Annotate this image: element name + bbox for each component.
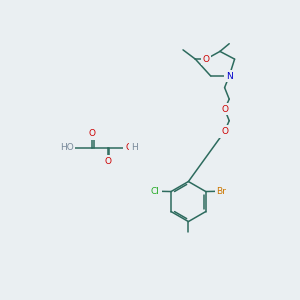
Text: H: H — [131, 143, 137, 152]
Text: Br: Br — [216, 187, 226, 196]
Text: HO: HO — [60, 143, 74, 152]
Text: Cl: Cl — [151, 187, 160, 196]
Text: O: O — [221, 105, 228, 114]
Text: O: O — [89, 129, 96, 138]
Text: O: O — [104, 157, 111, 166]
Text: O: O — [202, 55, 210, 64]
Text: O: O — [125, 143, 132, 152]
Text: N: N — [226, 71, 232, 80]
Text: O: O — [221, 127, 228, 136]
